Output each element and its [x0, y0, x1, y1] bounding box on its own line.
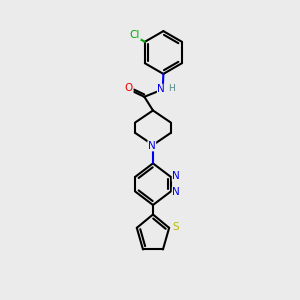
- Text: N: N: [172, 171, 180, 181]
- Text: Cl: Cl: [130, 30, 140, 40]
- Text: S: S: [172, 222, 179, 232]
- Text: N: N: [158, 84, 165, 94]
- Text: N: N: [148, 141, 156, 151]
- Text: H: H: [168, 84, 175, 93]
- Text: O: O: [125, 83, 133, 93]
- Text: N: N: [172, 188, 180, 197]
